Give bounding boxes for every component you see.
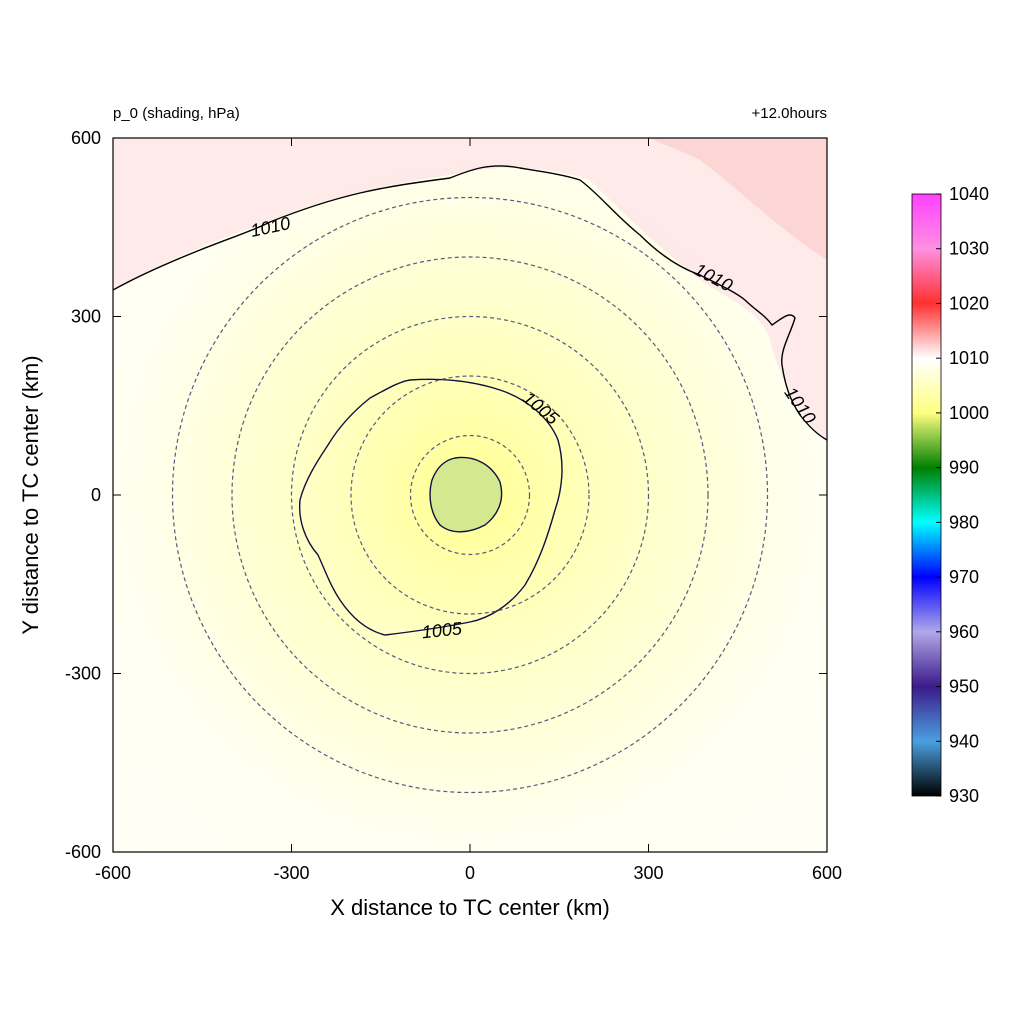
x-axis-title: X distance to TC center (km) — [330, 895, 610, 920]
y-tick-label: -300 — [65, 664, 101, 684]
colorbar-tick-label: 990 — [949, 458, 979, 478]
x-tick-label: 0 — [465, 863, 475, 883]
colorbar-tick-label: 1030 — [949, 239, 989, 259]
x-tick-label: 600 — [812, 863, 842, 883]
contour-label-1005-b: 1005 — [421, 618, 464, 642]
colorbar-ticks: 930 940 950 960 970 980 990 1000 1010 1020 1030 104… — [936, 184, 989, 806]
x-axis: -600 -300 0 300 600 — [95, 138, 842, 883]
range-rings — [171, 196, 769, 794]
x-tick-label: 300 — [633, 863, 663, 883]
colorbar-tick-label: 950 — [949, 677, 979, 697]
y-tick-label: -600 — [65, 842, 101, 862]
y-axis: -600 -300 0 300 600 — [65, 128, 827, 862]
range-ring — [350, 375, 590, 615]
range-ring — [231, 256, 709, 734]
y-tick-label: 600 — [71, 128, 101, 148]
x-tick-label: -300 — [273, 863, 309, 883]
colorbar-tick-label: 940 — [949, 731, 979, 751]
chart-title-left: p_0 (shading, hPa) — [113, 105, 240, 122]
y-tick-label: 300 — [71, 307, 101, 327]
high-pressure-region — [113, 138, 827, 440]
contour-1010 — [113, 165, 827, 441]
colorbar-tick-label: 930 — [949, 786, 979, 806]
eye-region — [429, 456, 503, 533]
colorbar-tick-label: 960 — [949, 622, 979, 642]
colorbar-tick-label: 970 — [949, 567, 979, 587]
range-ring — [290, 315, 650, 675]
range-ring — [409, 434, 531, 556]
colorbar — [911, 193, 942, 797]
colorbar-tick-label: 1020 — [949, 293, 989, 313]
x-tick-label: -600 — [95, 863, 131, 883]
y-axis-title: Y distance to TC center (km) — [18, 355, 43, 634]
contour-1005 — [298, 378, 563, 636]
colorbar-tick-label: 980 — [949, 512, 979, 532]
chart-title-right: +12.0hours — [752, 105, 827, 122]
high-pressure-corner — [650, 138, 827, 260]
colorbar-tick-label: 1040 — [949, 184, 989, 204]
colorbar-tick-label: 1010 — [949, 348, 989, 368]
plot-area — [113, 138, 827, 852]
colorbar-tick-label: 1000 — [949, 403, 989, 423]
y-tick-label: 0 — [91, 485, 101, 505]
range-ring — [171, 196, 769, 794]
